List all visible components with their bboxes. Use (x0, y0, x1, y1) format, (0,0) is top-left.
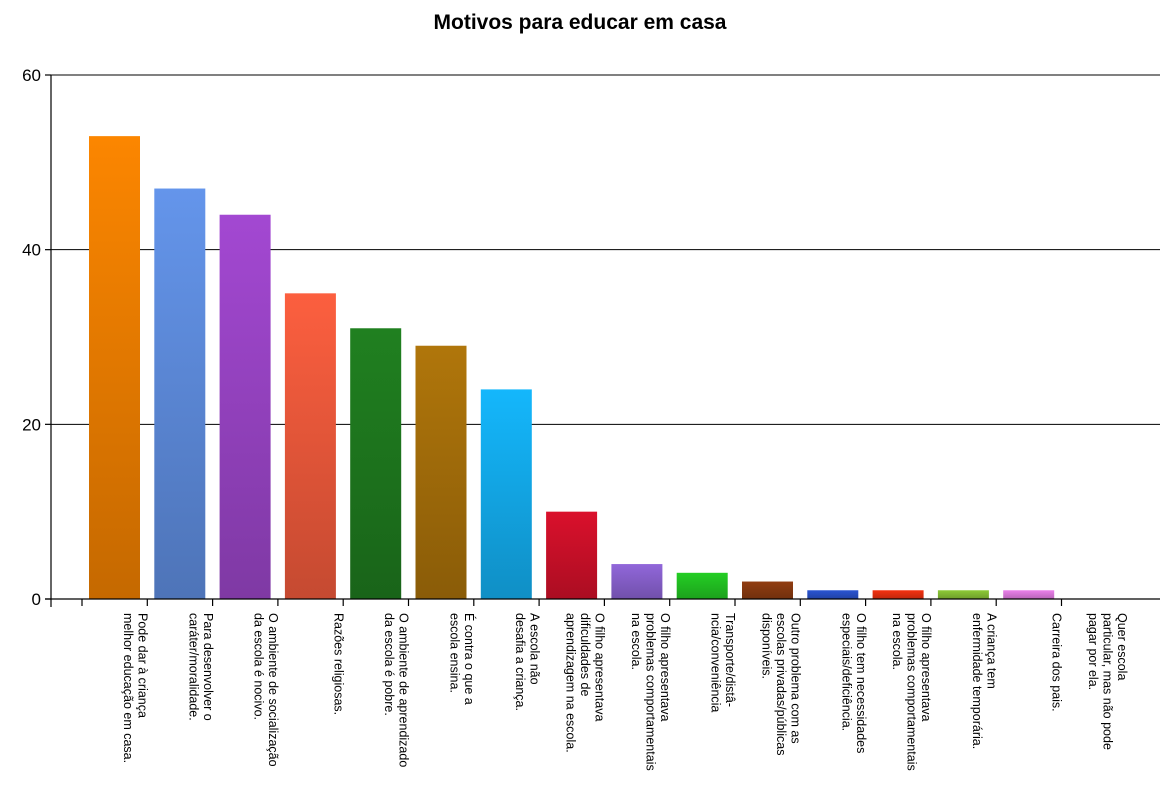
x-tick-label-5-line-2: da escola é pobre. (382, 613, 396, 716)
x-tick-label-10-line-2: ncia/conveniência (709, 613, 723, 712)
x-tick-label-4-line-1: Razões religiosas. (331, 613, 345, 715)
x-tick-label-11-line-1: Outro problema com as (789, 613, 803, 744)
x-tick-label-11-line-2: escolas privadas/públicas (774, 613, 788, 755)
x-tick-label-5-line-1: O ambiente de aprendizado (397, 613, 411, 767)
x-tick-label-13-line-3: na escola. (890, 613, 904, 670)
bar-6 (415, 345, 467, 599)
x-tick-label-2-line-2: caráter/moralidade. (186, 613, 200, 721)
x-tick-label-13-line-2: problemas comportamentais (905, 613, 919, 771)
x-tick-label-9-line-2: problemas comportamentais (643, 613, 657, 771)
x-tick-label-16-line-1: Quer escola (1115, 613, 1129, 680)
x-tick-label-6-line-2: escola ensina. (448, 613, 462, 693)
x-tick-label-12: O filho tem necessidadesespeciais/defici… (839, 613, 868, 753)
bars-layer (89, 136, 1055, 600)
x-tick-label-3-line-2: da escola é nocivo. (252, 613, 266, 720)
bar-10 (676, 572, 728, 599)
y-tick-label-60: 60 (22, 66, 41, 85)
bar-1 (89, 136, 140, 599)
x-tick-label-3-line-1: O ambiente de socialização (266, 613, 280, 767)
x-tick-label-16-line-2: particular, mas não pode (1101, 613, 1115, 750)
x-tick-label-6-line-1: É contra o que a (462, 613, 477, 705)
y-tick-label-40: 40 (22, 241, 41, 260)
x-tick-label-8-line-1: O filho apresentava (593, 613, 607, 721)
x-tick-label-4: Razões religiosas. (331, 613, 345, 715)
x-tick-label-12-line-2: especiais/deficiência. (839, 613, 853, 731)
chart-title: Motivos para educar em casa (434, 11, 727, 34)
axis-layer (45, 74, 1160, 607)
x-tick-label-1-line-2: melhor educação em casa. (121, 613, 135, 763)
bar-15 (1003, 590, 1055, 599)
x-tick-label-7-line-1: A escola não (527, 613, 541, 685)
y-tick-label-20: 20 (22, 415, 41, 434)
x-tick-label-8-line-2: dificuldades de (578, 613, 592, 696)
x-tick-label-10-line-1: Transporte/distâ- (723, 613, 737, 707)
x-tick-label-9-line-3: na escola. (629, 613, 643, 670)
x-tick-label-14-line-1: A criança tem (984, 613, 998, 689)
bar-5 (350, 328, 402, 599)
x-tick-label-15: Carreira dos pais. (1050, 613, 1064, 712)
x-tick-label-2-line-1: Para desenvolver o (201, 613, 215, 721)
x-tick-label-7-line-2: desafia a criança. (513, 613, 527, 711)
x-tick-label-13-line-1: O filho apresentava (919, 613, 933, 721)
y-tick-label-0: 0 (32, 590, 41, 609)
bar-11 (742, 581, 793, 599)
x-tick-label-12-line-1: O filho tem necessidades (854, 613, 868, 753)
bar-9 (611, 564, 663, 599)
x-tick-label-14-line-2: enfermidade temporária. (970, 613, 984, 749)
x-tick-label-10: Transporte/distâ-ncia/conveniência (709, 613, 738, 712)
x-tick-label-11-line-3: disponíveis. (760, 613, 774, 679)
bar-12 (807, 590, 859, 599)
x-tick-label-1-line-1: Pode dar à criança (136, 613, 150, 718)
bar-4 (284, 293, 336, 599)
x-tick-label-16-line-3: pagar por ela. (1086, 613, 1100, 690)
bar-14 (937, 590, 989, 599)
x-tick-label-8-line-3: aprendizagem na escola. (564, 613, 578, 753)
bar-8 (546, 511, 598, 599)
bar-7 (480, 389, 532, 599)
y-tick-labels: 0 20 40 60 (22, 66, 41, 609)
grid-layer (51, 74, 1160, 425)
bar-13 (872, 590, 924, 599)
x-tick-label-15-line-1: Carreira dos pais. (1050, 613, 1064, 712)
bar-2 (154, 188, 206, 600)
x-tick-label-9-line-1: O filho apresentava (658, 613, 672, 721)
bar-3 (219, 214, 271, 599)
